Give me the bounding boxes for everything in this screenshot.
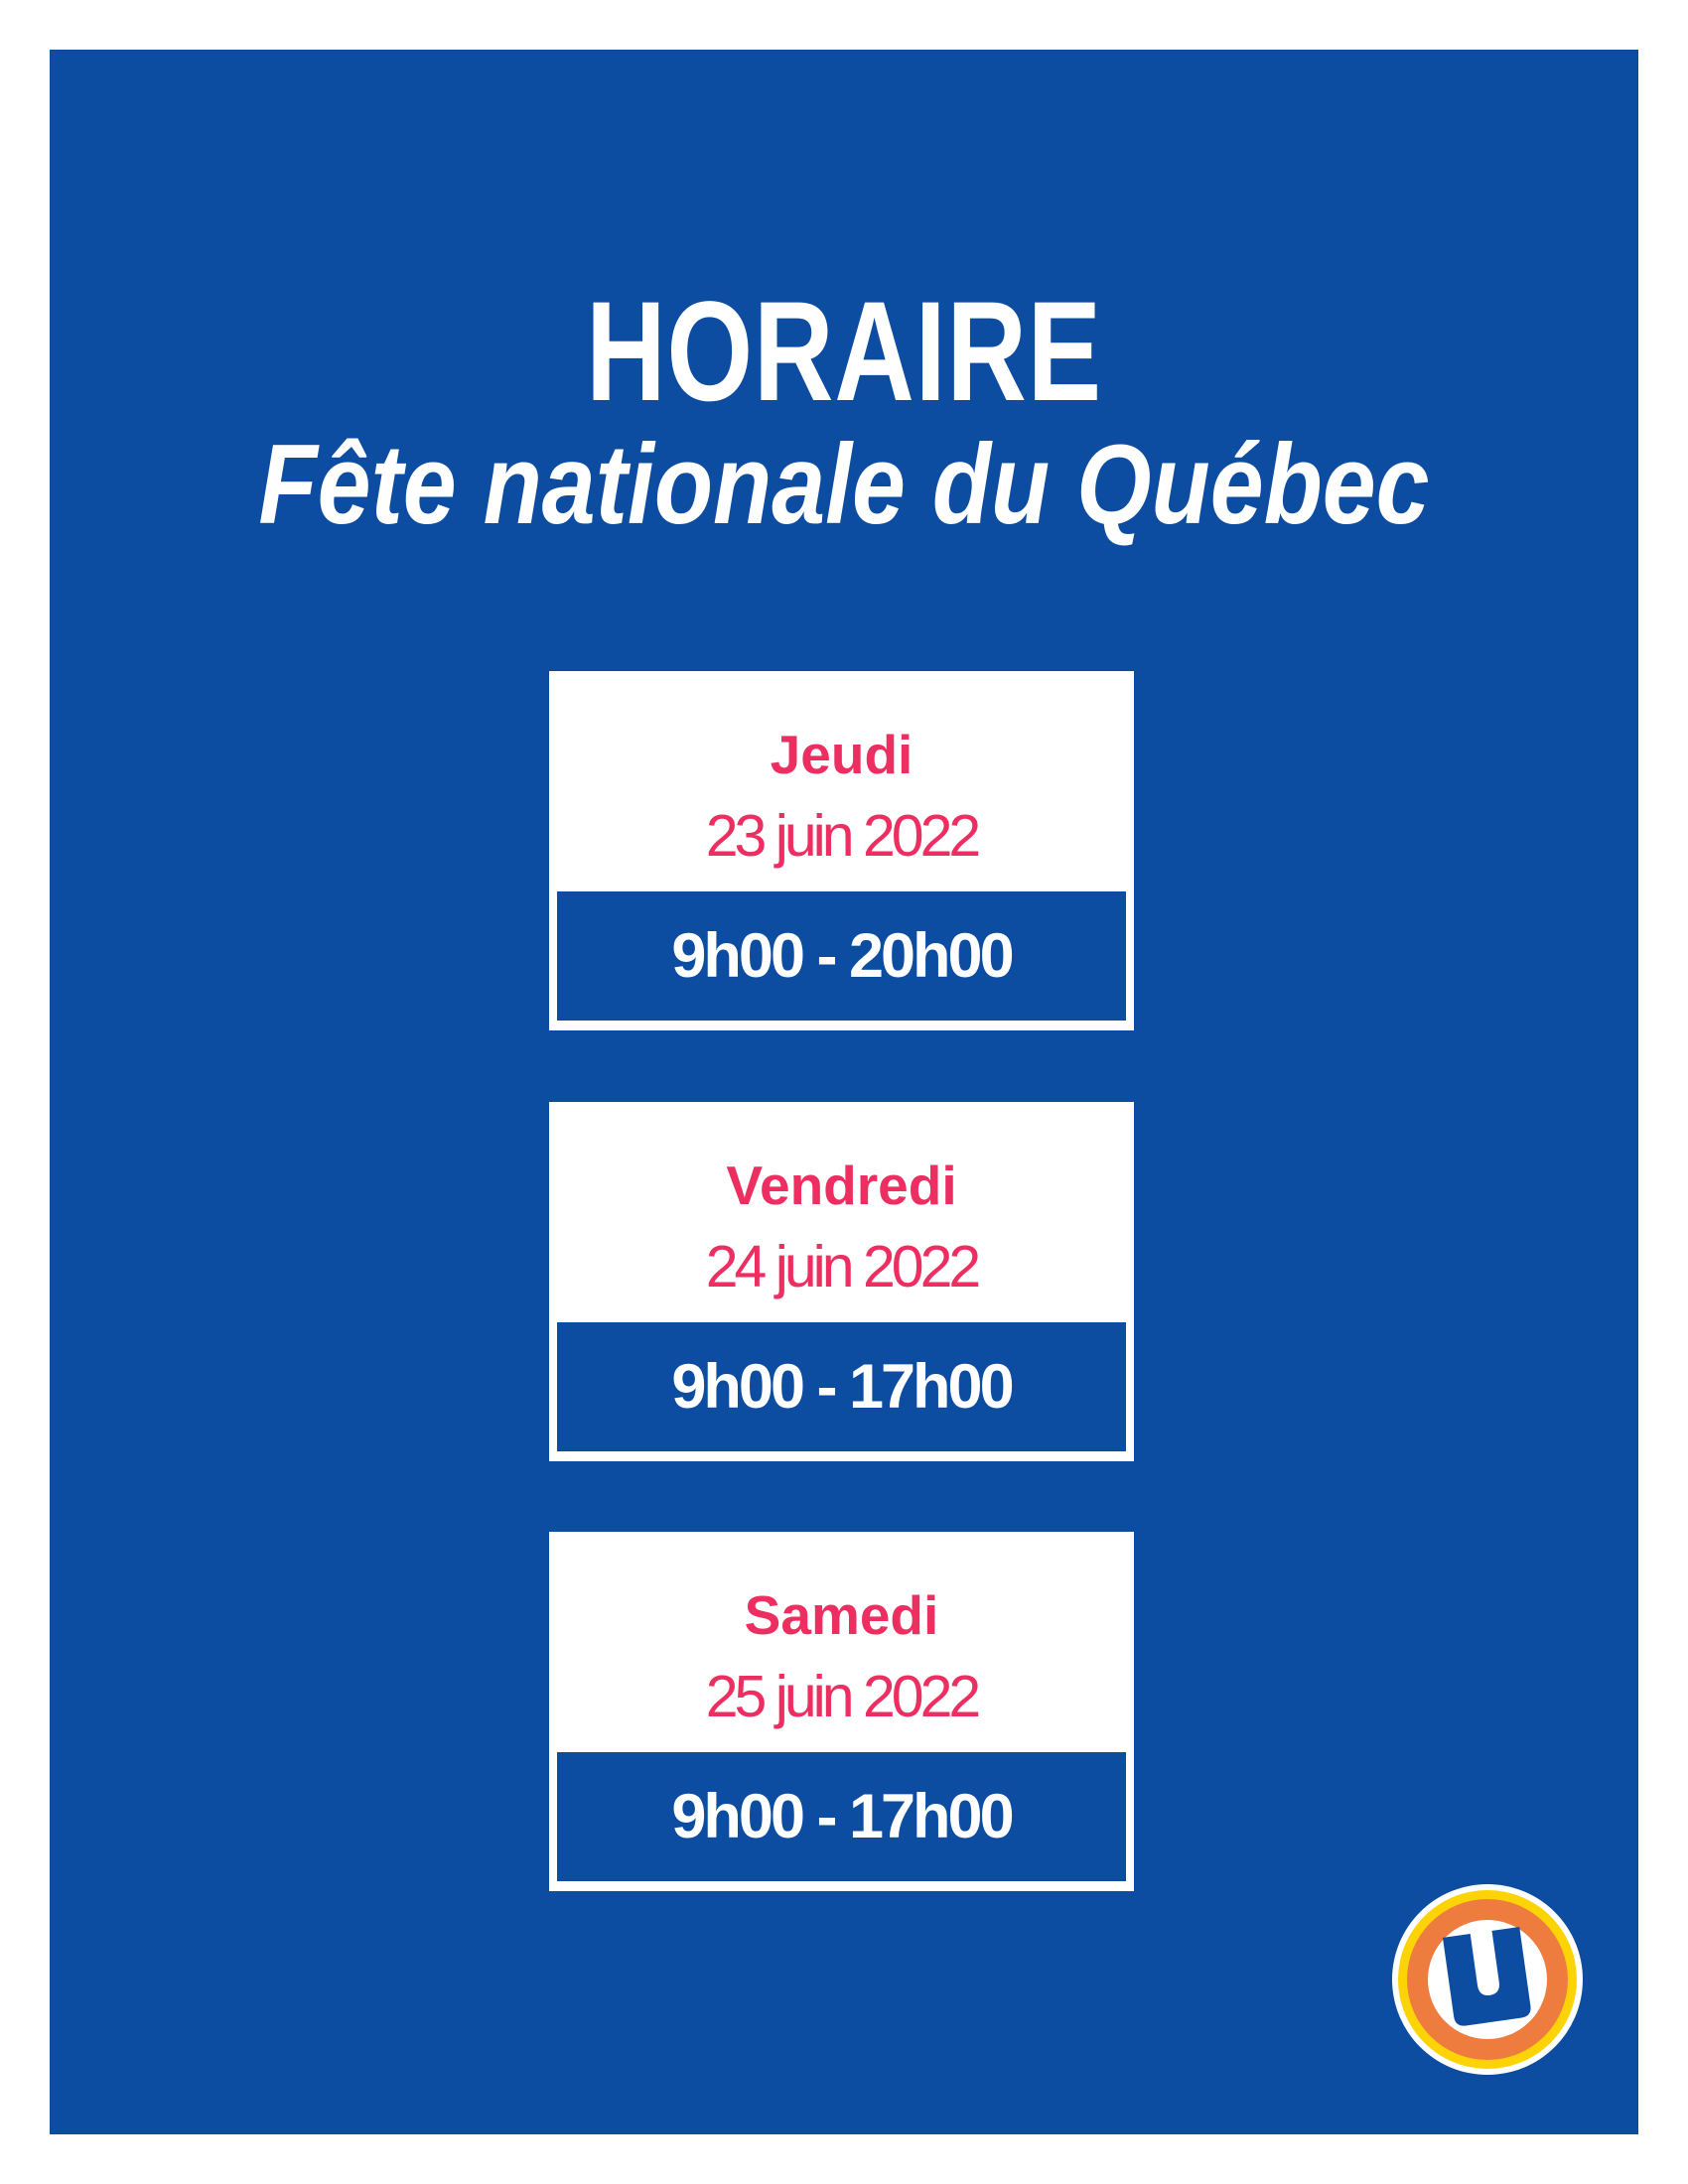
day-date-label: 25 juin 2022 [705, 1664, 982, 1729]
day-name-label: Vendredi [726, 1155, 957, 1216]
hours-bar: 9h00 - 20h00 [557, 891, 1126, 1021]
hours-label: 9h00 - 17h00 [671, 1352, 1014, 1422]
blue-panel: HORAIRE Fête nationale du Québec Jeudi 2… [50, 50, 1638, 2134]
hours-label: 9h00 - 17h00 [671, 1782, 1014, 1851]
day-date-label: 23 juin 2022 [705, 803, 982, 869]
schedule-card-jeudi: Jeudi 23 juin 2022 9h00 - 20h00 [549, 671, 1134, 1030]
hours-bar: 9h00 - 17h00 [557, 1752, 1126, 1881]
uniprix-logo-icon [1392, 1884, 1583, 2075]
schedule-card-samedi: Samedi 25 juin 2022 9h00 - 17h00 [549, 1532, 1134, 1891]
poster-title: HORAIRE [586, 273, 1102, 431]
day-name-label: Jeudi [770, 724, 914, 785]
poster-subtitle: Fête nationale du Québec [258, 422, 1430, 548]
hours-bar: 9h00 - 17h00 [557, 1322, 1126, 1451]
hours-label: 9h00 - 20h00 [671, 921, 1014, 991]
day-name-label: Samedi [744, 1584, 939, 1646]
day-date-label: 24 juin 2022 [705, 1234, 982, 1299]
schedule-card-vendredi: Vendredi 24 juin 2022 9h00 - 17h00 [549, 1102, 1134, 1461]
